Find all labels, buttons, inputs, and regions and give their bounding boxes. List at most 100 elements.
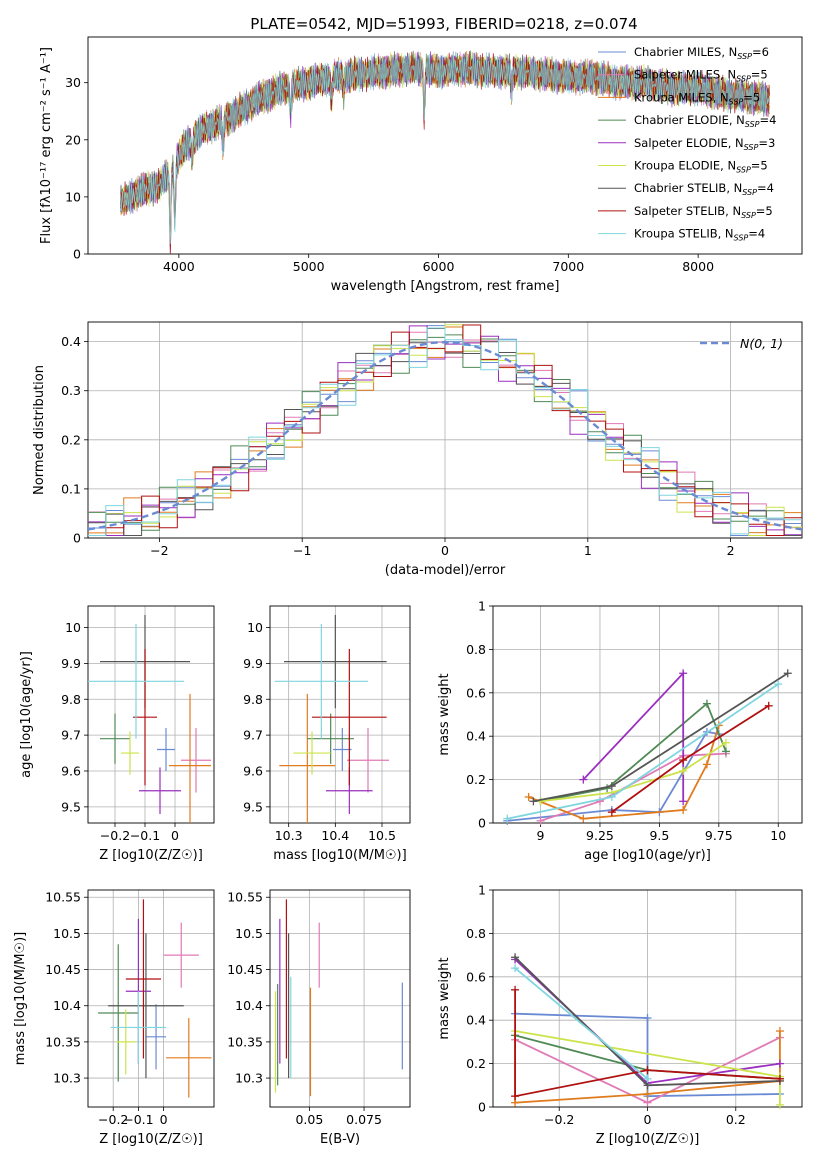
x-axis-label: (data-model)/error xyxy=(385,563,506,578)
x-tick-label: 9.25 xyxy=(586,828,614,843)
legend-label: Chabrier ELODIE, NSSP=4 xyxy=(634,113,776,129)
y-tick-label: 0.8 xyxy=(466,926,486,941)
axes-frame xyxy=(269,889,411,1108)
y-tick-label: 0.2 xyxy=(466,772,486,787)
legend-label-sub: SSP xyxy=(741,211,756,220)
legend-label-main: Chabrier ELODIE, N xyxy=(634,113,745,127)
x-tick-label: 0 xyxy=(441,543,449,558)
y-tick-label: 30 xyxy=(65,75,81,90)
x-tick-label: 10.4 xyxy=(321,828,349,843)
axes-frame xyxy=(87,605,215,824)
legend-label-sub: SSP xyxy=(734,234,749,243)
y-tick-label: 20 xyxy=(65,132,81,147)
y-tick-label: 0 xyxy=(478,816,486,831)
histogram-step xyxy=(88,324,802,536)
x-tick-label: −0.2 xyxy=(98,1112,128,1127)
x-tick-label: 0 xyxy=(171,828,179,843)
legend-label: Chabrier STELIB, NSSP=4 xyxy=(634,181,774,197)
legend-label: Kroupa ELODIE, NSSP=5 xyxy=(634,159,768,175)
y-axis-label: age [log10(age/yr)] xyxy=(19,651,34,778)
axes-age_vs_mass: 10.3 10.4 10.5 9.5 9.6 9.7 9.8 9.9 10 mass [log10… xyxy=(243,605,411,863)
y-axis-label: mass [log10(M/M☉)] xyxy=(13,932,28,1065)
x-axis-label: Z [log10(Z/Z☉)] xyxy=(99,1132,203,1147)
legend-label-tail: =6 xyxy=(752,45,769,59)
legend-label-sub: SSP xyxy=(729,97,744,106)
y-tick-label: 9.6 xyxy=(61,763,81,778)
legend-label-sub: SSP xyxy=(736,75,751,84)
x-tick-label: 10.3 xyxy=(275,828,303,843)
legend-label-main: Chabrier STELIB, N xyxy=(634,181,742,195)
x-tick-label: 9.75 xyxy=(705,828,733,843)
x-axis-label: mass [log10(M/M☉)] xyxy=(273,848,406,863)
y-tick-label: 10.5 xyxy=(235,926,263,941)
axes-frame xyxy=(269,605,411,824)
legend-label-main: Chabrier MILES, N xyxy=(634,45,737,59)
legend-label-sub: SSP xyxy=(737,52,752,61)
weight-line xyxy=(515,1012,780,1098)
x-tick-label: 4000 xyxy=(163,259,195,274)
x-tick-label: 9.5 xyxy=(649,828,669,843)
legend-label-main: Salpeter STELIB, N xyxy=(634,204,741,218)
x-axis-label: E(B-V) xyxy=(320,1132,360,1147)
x-tick-label: 0 xyxy=(644,1112,652,1127)
y-tick-label: 1 xyxy=(478,599,486,614)
y-tick-label: 10 xyxy=(247,620,263,635)
y-tick-label: 0.3 xyxy=(61,383,81,398)
y-tick-label: 9.9 xyxy=(243,656,263,671)
x-tick-label: 8000 xyxy=(682,259,714,274)
axes-weight_vs_Z: −0.2 0 0.2 0 0.2 0.4 0.6 0.8 1 Z [log10(Z/Z☉)] mas… xyxy=(437,883,803,1147)
y-tick-label: 10.35 xyxy=(227,1034,263,1049)
axes-age_vs_Z: −0.2 −0.1 0 9.5 9.6 9.7 9.8 9.9 10 Z [log10(Z/Z☉)… xyxy=(19,605,215,863)
legend-label-main: Kroupa MILES, N xyxy=(634,90,729,104)
x-tick-label: 7000 xyxy=(552,259,584,274)
weights-weight_vs_Z xyxy=(511,953,784,1109)
x-tick-label: 0 xyxy=(160,1112,168,1127)
histograms xyxy=(88,324,802,536)
y-tick-label: 0.6 xyxy=(466,685,486,700)
y-tick-label: 10.55 xyxy=(45,890,81,905)
spectrum-lines xyxy=(120,50,770,254)
legend-label: Salpeter MILES, NSSP=5 xyxy=(634,68,768,84)
legend-label-tail: =5 xyxy=(751,159,768,173)
legend-label: Chabrier MILES, NSSP=6 xyxy=(634,45,769,61)
axes-mass_vs_EBV: 0.05 0.075 10.3 10.35 10.4 10.45 10.5 10.55 E(B-… xyxy=(227,889,411,1147)
y-tick-label: 0.4 xyxy=(466,729,486,744)
x-tick-label: 1 xyxy=(584,543,592,558)
x-tick-label: 2 xyxy=(727,543,735,558)
y-tick-label: 0.4 xyxy=(466,1013,486,1028)
y-tick-label: 0.8 xyxy=(466,642,486,657)
legend-label-tail: =3 xyxy=(758,136,775,150)
y-tick-label: 10.5 xyxy=(53,926,81,941)
errorbars-age_vs_Z xyxy=(88,614,211,823)
weight-line xyxy=(540,702,727,803)
y-axis-label: mass weight xyxy=(437,673,452,755)
legend-label-tail: =4 xyxy=(748,227,765,241)
legend-label: N(0, 1) xyxy=(740,336,783,351)
legend-label-sub: SSP xyxy=(742,188,757,197)
legend-label-main: Kroupa ELODIE, N xyxy=(634,159,736,173)
legend-label-tail: =4 xyxy=(760,113,777,127)
legend-label-sub: SSP xyxy=(745,120,760,129)
errorbars-mass_vs_Z xyxy=(98,899,212,1098)
axes-frame xyxy=(87,889,215,1108)
y-axis-label: Flux [fλ10⁻¹⁷ erg cm⁻² s⁻¹ A⁻¹] xyxy=(39,47,54,244)
x-tick-label: 10.5 xyxy=(368,828,396,843)
weight-line xyxy=(528,725,720,820)
x-axis-label: Z [log10(Z/Z☉)] xyxy=(596,1132,700,1147)
errorbars-mass_vs_EBV xyxy=(274,899,403,1097)
legend-label-sub: SSP xyxy=(736,166,751,175)
y-tick-label: 1 xyxy=(478,883,486,898)
y-tick-label: 0 xyxy=(73,247,81,262)
y-tick-label: 9.8 xyxy=(243,692,263,707)
axes-frame xyxy=(87,321,803,539)
x-tick-label: −0.1 xyxy=(130,828,160,843)
errorbars-age_vs_mass xyxy=(274,614,389,823)
x-tick-label: −2 xyxy=(150,543,168,558)
axes-spectrum: 4000 5000 6000 7000 8000 0 10 20 30 wavelength [A… xyxy=(39,36,803,294)
y-tick-label: 10 xyxy=(65,620,81,635)
figure-title: PLATE=0542, MJD=51993, FIBERID=0218, z=0… xyxy=(250,15,637,33)
y-tick-label: 0 xyxy=(73,531,81,546)
weight-line xyxy=(540,741,727,803)
